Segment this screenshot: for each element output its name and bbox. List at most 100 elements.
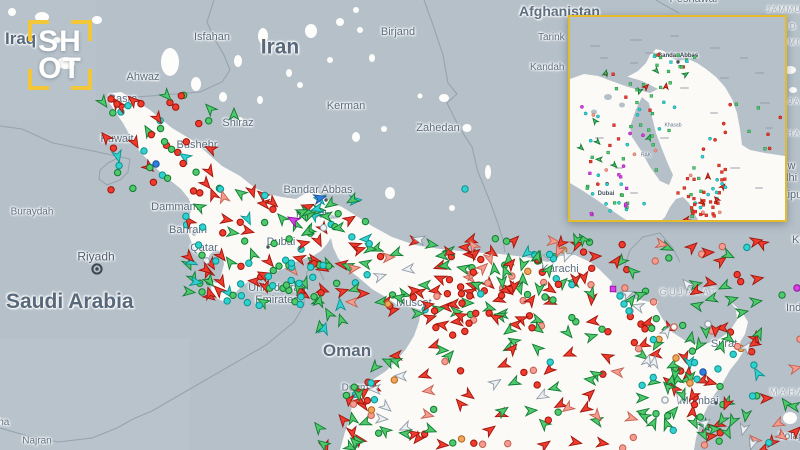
vessel-marker[interactable] <box>502 237 511 245</box>
vessel-marker[interactable] <box>664 412 672 420</box>
vessel-marker[interactable] <box>568 435 583 448</box>
vessel-marker[interactable] <box>156 124 165 133</box>
vessel-marker[interactable] <box>692 196 696 201</box>
vessel-marker[interactable] <box>310 201 325 215</box>
vessel-marker[interactable] <box>676 191 680 195</box>
vessel-marker[interactable] <box>724 293 740 307</box>
vessel-marker[interactable] <box>714 190 719 195</box>
vessel-marker[interactable] <box>664 404 681 421</box>
vessel-marker[interactable] <box>182 138 191 146</box>
vessel-marker[interactable] <box>701 210 705 215</box>
vessel-marker[interactable] <box>529 312 545 327</box>
vessel-marker[interactable] <box>502 256 519 273</box>
vessel-marker[interactable] <box>748 235 764 249</box>
vessel-marker[interactable] <box>504 439 512 448</box>
vessel-marker[interactable] <box>287 276 295 285</box>
vessel-marker[interactable] <box>619 182 624 187</box>
vessel-marker[interactable] <box>686 414 701 430</box>
vessel-marker[interactable] <box>553 234 570 251</box>
vessel-marker[interactable] <box>554 408 562 416</box>
vessel-marker[interactable] <box>679 276 696 293</box>
vessel-marker[interactable] <box>445 275 454 284</box>
vessel-marker[interactable] <box>685 387 702 404</box>
vessel-marker[interactable] <box>713 339 727 355</box>
vessel-marker[interactable] <box>588 171 592 175</box>
vessel-marker[interactable] <box>625 186 629 190</box>
vessel-marker[interactable] <box>198 223 207 231</box>
vessel-marker[interactable] <box>255 301 263 310</box>
vessel-marker[interactable] <box>149 109 165 126</box>
vessel-marker[interactable] <box>617 200 621 205</box>
vessel-marker[interactable] <box>682 186 686 190</box>
vessel-marker[interactable] <box>356 288 371 300</box>
vessel-marker[interactable] <box>618 240 626 249</box>
vessel-marker[interactable] <box>695 426 711 443</box>
vessel-marker[interactable] <box>285 213 302 229</box>
vessel-marker[interactable] <box>746 335 763 351</box>
vessel-marker[interactable] <box>740 408 753 423</box>
vessel-marker[interactable] <box>433 272 449 287</box>
vessel-marker[interactable] <box>635 88 639 92</box>
vessel-marker[interactable] <box>317 289 325 297</box>
vessel-marker[interactable] <box>720 395 735 411</box>
vessel-marker[interactable] <box>658 324 674 340</box>
vessel-marker[interactable] <box>377 423 394 440</box>
vessel-marker[interactable] <box>713 137 717 142</box>
vessel-marker[interactable] <box>720 170 724 174</box>
vessel-marker[interactable] <box>113 100 121 108</box>
vessel-marker[interactable] <box>137 100 145 108</box>
vessel-marker[interactable] <box>674 386 689 402</box>
vessel-marker[interactable] <box>494 404 511 420</box>
vessel-marker[interactable] <box>685 59 689 64</box>
vessel-marker[interactable] <box>702 190 706 194</box>
vessel-marker[interactable] <box>367 406 376 414</box>
vessel-marker[interactable] <box>129 184 137 193</box>
vessel-marker[interactable] <box>570 232 584 248</box>
vessel-marker[interactable] <box>734 102 739 106</box>
vessel-marker[interactable] <box>367 358 384 375</box>
vessel-marker[interactable] <box>202 257 211 265</box>
vessel-marker[interactable] <box>778 291 786 299</box>
vessel-marker[interactable] <box>634 347 651 364</box>
vessel-marker[interactable] <box>229 291 237 299</box>
vessel-marker[interactable] <box>617 173 621 177</box>
vessel-marker[interactable] <box>420 407 435 421</box>
vessel-marker[interactable] <box>160 137 169 146</box>
vessel-marker[interactable] <box>723 177 727 181</box>
vessel-marker[interactable] <box>534 281 546 297</box>
vessel-marker[interactable] <box>201 162 217 179</box>
vessel-marker[interactable] <box>332 279 341 287</box>
vessel-marker[interactable] <box>553 396 569 412</box>
vessel-marker[interactable] <box>245 183 258 199</box>
vessel-marker[interactable] <box>296 300 304 309</box>
vessel-marker[interactable] <box>388 355 404 369</box>
vessel-marker[interactable] <box>384 300 392 308</box>
vessel-marker[interactable] <box>367 383 382 395</box>
vessel-marker[interactable] <box>223 254 239 271</box>
vessel-marker[interactable] <box>189 187 198 195</box>
vessel-marker[interactable] <box>786 401 800 413</box>
vessel-marker[interactable] <box>299 224 316 240</box>
vessel-marker[interactable] <box>546 234 561 247</box>
vessel-marker[interactable] <box>406 428 422 442</box>
vessel-marker[interactable] <box>260 218 269 227</box>
vessel-marker[interactable] <box>347 411 360 426</box>
vessel-marker[interactable] <box>594 156 604 163</box>
vessel-marker[interactable] <box>576 142 585 151</box>
vessel-marker[interactable] <box>652 314 660 323</box>
inset-map[interactable]: Bandar Abbas Khasab RAK Dubai <box>568 15 787 222</box>
vessel-marker[interactable] <box>540 262 556 279</box>
vessel-marker[interactable] <box>647 354 660 370</box>
vessel-marker[interactable] <box>367 379 375 387</box>
vessel-marker[interactable] <box>734 307 750 320</box>
vessel-marker[interactable] <box>628 82 633 86</box>
vessel-marker[interactable] <box>685 177 690 181</box>
vessel-marker[interactable] <box>616 137 621 141</box>
vessel-marker[interactable] <box>294 205 310 220</box>
vessel-marker[interactable] <box>751 366 766 382</box>
vessel-marker[interactable] <box>195 119 203 128</box>
vessel-marker[interactable] <box>604 201 608 206</box>
vessel-marker[interactable] <box>693 202 697 207</box>
vessel-marker[interactable] <box>523 290 532 299</box>
vessel-marker[interactable] <box>609 160 618 169</box>
